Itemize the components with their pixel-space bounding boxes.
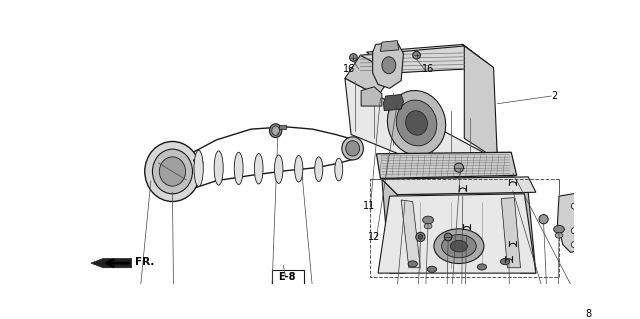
Polygon shape xyxy=(464,46,497,160)
Circle shape xyxy=(539,215,548,224)
Ellipse shape xyxy=(159,157,186,186)
Ellipse shape xyxy=(194,150,204,187)
Circle shape xyxy=(416,232,425,241)
Ellipse shape xyxy=(214,151,223,185)
Ellipse shape xyxy=(408,261,417,267)
Text: FR.: FR. xyxy=(136,256,155,267)
Polygon shape xyxy=(401,200,420,268)
Ellipse shape xyxy=(422,216,433,224)
Ellipse shape xyxy=(145,141,200,202)
Ellipse shape xyxy=(406,111,428,135)
Polygon shape xyxy=(345,78,497,181)
Polygon shape xyxy=(383,94,403,111)
Circle shape xyxy=(454,163,463,172)
Polygon shape xyxy=(380,41,399,51)
Bar xyxy=(279,124,287,129)
Polygon shape xyxy=(193,158,204,165)
Polygon shape xyxy=(501,198,520,268)
Text: 16: 16 xyxy=(344,64,356,74)
Polygon shape xyxy=(376,152,516,178)
Polygon shape xyxy=(382,177,536,195)
Ellipse shape xyxy=(451,241,467,252)
Circle shape xyxy=(349,54,357,61)
Ellipse shape xyxy=(387,91,445,155)
Polygon shape xyxy=(360,46,493,73)
Ellipse shape xyxy=(234,152,243,185)
Circle shape xyxy=(572,203,577,209)
Ellipse shape xyxy=(294,155,303,182)
Circle shape xyxy=(444,233,452,241)
Polygon shape xyxy=(361,87,382,106)
Circle shape xyxy=(585,241,595,251)
Ellipse shape xyxy=(396,100,436,146)
Ellipse shape xyxy=(346,141,360,156)
Polygon shape xyxy=(463,44,497,158)
Ellipse shape xyxy=(342,137,364,160)
Ellipse shape xyxy=(477,264,486,270)
Ellipse shape xyxy=(428,266,436,272)
Ellipse shape xyxy=(275,155,283,183)
Circle shape xyxy=(600,148,610,157)
Circle shape xyxy=(572,228,577,234)
Ellipse shape xyxy=(382,57,396,74)
Circle shape xyxy=(418,235,422,239)
Ellipse shape xyxy=(555,233,563,238)
Text: 8: 8 xyxy=(585,309,591,319)
Ellipse shape xyxy=(335,158,343,181)
Ellipse shape xyxy=(434,229,484,263)
Ellipse shape xyxy=(500,258,509,265)
Ellipse shape xyxy=(272,126,280,135)
Text: 12: 12 xyxy=(368,232,380,242)
Text: 16: 16 xyxy=(422,64,434,74)
Polygon shape xyxy=(382,179,405,273)
Ellipse shape xyxy=(424,224,432,229)
Polygon shape xyxy=(91,258,132,268)
Circle shape xyxy=(572,241,577,248)
Ellipse shape xyxy=(269,124,282,137)
Ellipse shape xyxy=(152,149,193,194)
Circle shape xyxy=(413,51,420,59)
Polygon shape xyxy=(345,55,394,96)
Text: E-8: E-8 xyxy=(278,272,296,282)
Ellipse shape xyxy=(442,235,476,258)
Ellipse shape xyxy=(315,157,323,182)
Polygon shape xyxy=(372,42,403,88)
Circle shape xyxy=(588,244,592,249)
Polygon shape xyxy=(513,177,536,273)
Ellipse shape xyxy=(554,226,564,233)
Polygon shape xyxy=(378,194,536,273)
Text: 11: 11 xyxy=(364,201,376,211)
Text: 2: 2 xyxy=(551,91,557,101)
Polygon shape xyxy=(557,192,590,252)
Ellipse shape xyxy=(254,153,263,184)
Polygon shape xyxy=(382,177,528,195)
Polygon shape xyxy=(367,44,490,73)
